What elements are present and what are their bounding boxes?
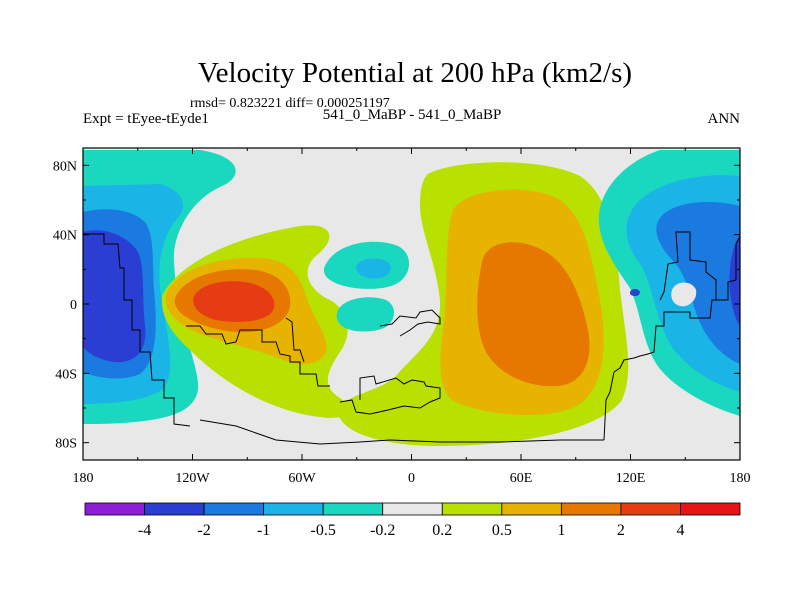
colorbar-swatch	[84, 502, 145, 516]
stats-line: rmsd= 0.823221 diff= 0.000251197	[190, 96, 390, 111]
contour-fills	[83, 150, 740, 446]
x-tick-label: 60E	[510, 471, 533, 486]
contour-neg-05-atlantic	[356, 258, 391, 279]
colorbar-swatch	[322, 502, 384, 516]
y-tick-label: 0	[70, 298, 77, 313]
coastline-east-pacific	[716, 235, 740, 301]
colorbar-label: 0.2	[432, 522, 452, 539]
colorbar-label: -2	[197, 522, 210, 539]
colorbar-swatch	[144, 502, 205, 516]
coastline-small-islands	[379, 309, 441, 337]
contour-pos-2-americas	[193, 281, 275, 322]
y-tick-label: 80N	[53, 159, 77, 174]
contour-neg-2-left	[83, 230, 146, 363]
contour-neg-02-atlantic-south	[336, 297, 395, 332]
colorbar-swatch	[203, 502, 265, 516]
coastline-central-america	[186, 325, 330, 387]
x-tick-label: 60W	[288, 471, 316, 486]
x-axis: 180 120W 60W 0 60E 120E 180	[73, 148, 751, 486]
map-area	[83, 148, 740, 460]
colorbar-label: -0.5	[311, 522, 336, 539]
x-tick-label: 180	[73, 471, 94, 486]
coastline-north-america	[83, 233, 191, 427]
x-tick-label: 0	[408, 471, 415, 486]
colorbar-label: 0.5	[492, 522, 512, 539]
colorbar-label: 1	[557, 522, 565, 539]
y-axis: 80N 40N 0 40S 80S	[53, 159, 740, 452]
x-tick-label: 120E	[616, 471, 646, 486]
chart-title: Velocity Potential at 200 hPa (km2/s)	[198, 57, 632, 89]
contour-neg-1-right	[656, 202, 740, 364]
y-tick-label: 40N	[53, 229, 77, 244]
left-label: Expt = tEyee-tEyde1	[83, 111, 209, 127]
colorbar-label: 4	[676, 522, 684, 539]
coastline-indian-east	[603, 231, 717, 441]
contour-pos-1-africa	[477, 242, 590, 387]
colorbar-swatch	[620, 502, 681, 516]
colorbar-swatch	[263, 502, 324, 516]
colorbar-swatch	[560, 502, 622, 516]
x-tick-label: 180	[730, 471, 751, 486]
coastline-south-america	[285, 317, 305, 363]
contour-pos-hole-right	[671, 282, 697, 307]
colorbar-swatch	[501, 502, 562, 516]
coastline-antarctic	[199, 419, 604, 445]
x-tick-label: 120W	[175, 471, 210, 486]
colorbar-label: -1	[257, 522, 270, 539]
colorbar: -4 -2 -1 -0.5 -0.2 0.2 0.5 1 2 4	[84, 502, 741, 539]
colorbar-label: -4	[138, 522, 151, 539]
coastlines	[83, 231, 740, 445]
colorbar-swatch	[680, 502, 741, 516]
right-label: ANN	[708, 111, 741, 127]
center-label: 541_0_MaBP - 541_0_MaBP	[323, 107, 502, 123]
y-tick-label: 40S	[55, 367, 77, 382]
y-tick-label: 80S	[55, 437, 77, 452]
colorbar-swatch	[382, 502, 443, 516]
contour-neg-2-right-spot	[630, 289, 640, 297]
colorbar-swatch	[441, 502, 503, 516]
colorbar-label: -0.2	[370, 522, 395, 539]
colorbar-label: 2	[617, 522, 625, 539]
coastline-south-atlantic	[339, 375, 441, 415]
